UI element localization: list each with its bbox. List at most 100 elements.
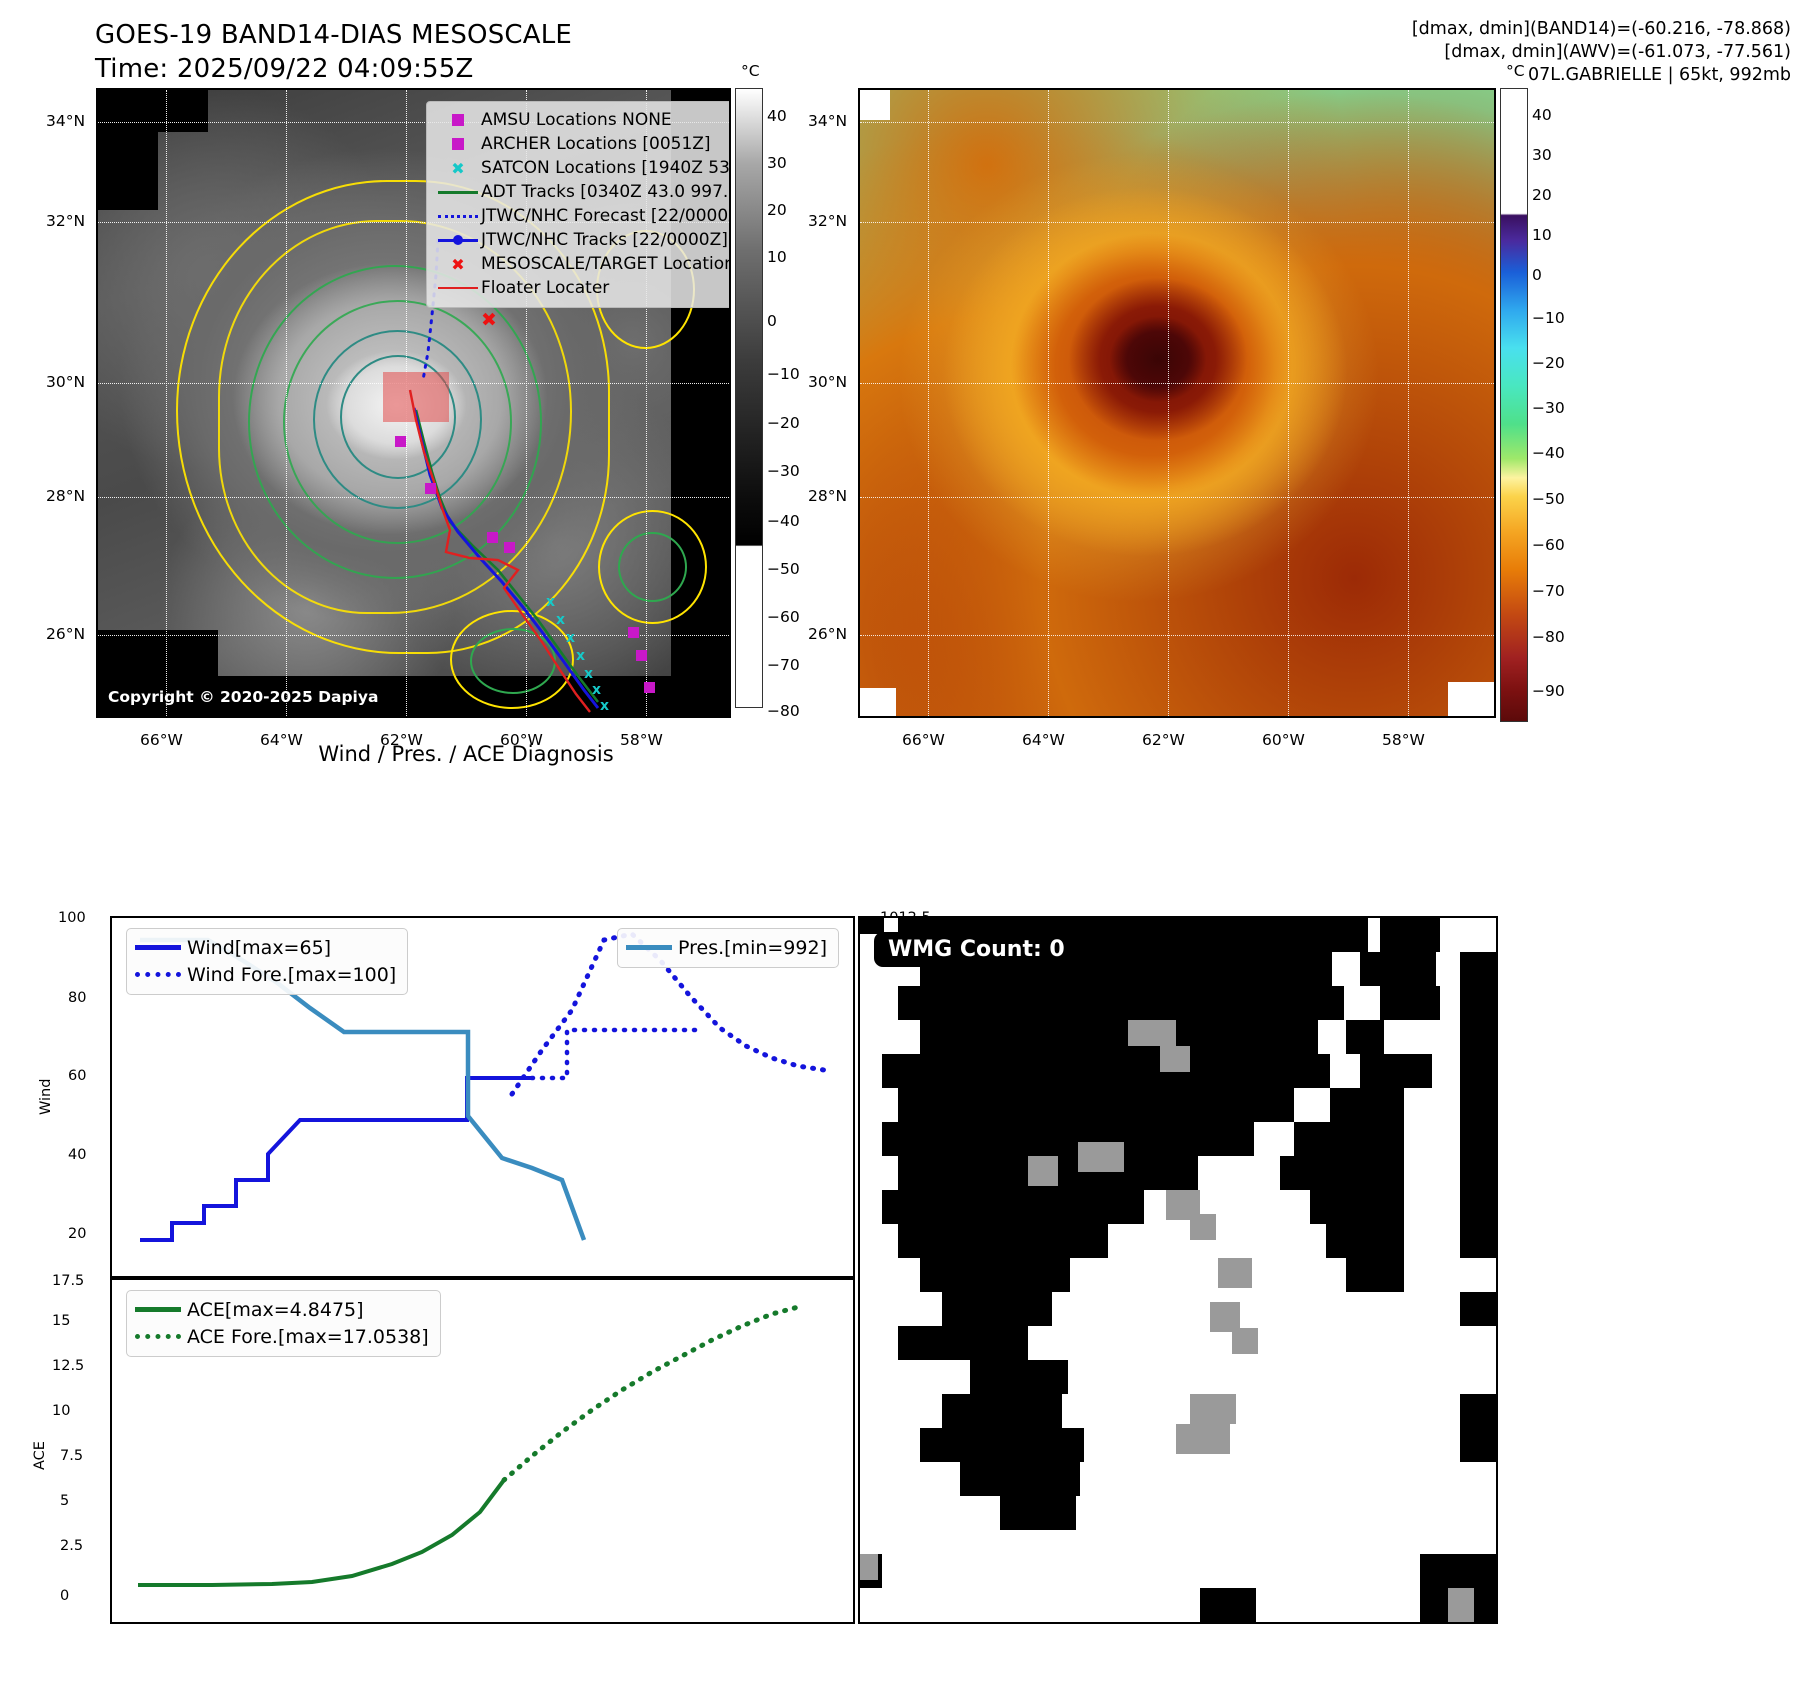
wind-ytick: 100	[58, 910, 86, 926]
colorbar-tick: −50	[767, 560, 800, 578]
colorbar-ir-rainbow: °C 40 30 20 10 0 −10 −20 −30 −40 −50 −60…	[1500, 62, 1580, 730]
colorbar-tick: −50	[1532, 490, 1565, 508]
lat-label: 32°N	[808, 212, 848, 230]
ace-ytick: 17.5	[52, 1273, 85, 1289]
colorbar-tick: −40	[1532, 444, 1565, 462]
ace-legend[interactable]: ACE[max=4.8475] ACE Fore.[max=17.0538]	[126, 1290, 441, 1357]
colorbar-tick: −20	[767, 414, 800, 432]
legend-item-pressure[interactable]: Pres.[min=992]	[626, 934, 827, 961]
svg-text:x: x	[546, 594, 555, 610]
colorbar-tick: −40	[767, 512, 800, 530]
legend-item-ace-forecast[interactable]: ACE Fore.[max=17.0538]	[135, 1323, 429, 1350]
legend-item-amsu[interactable]: AMSU Locations NONE	[435, 108, 729, 132]
mesoscale-target-marker: ✖	[481, 309, 497, 331]
legend-item-archer[interactable]: ARCHER Locations [0051Z]	[435, 132, 729, 156]
wmg-mask-panel[interactable]: WMG Count: 0	[858, 916, 1498, 1624]
colorbar-tick: 10	[767, 248, 787, 266]
legend-item-satcon[interactable]: ✖ SATCON Locations [1940Z 53 997]	[435, 156, 729, 180]
lat-label: 34°N	[808, 112, 848, 130]
legend-label: ARCHER Locations [0051Z]	[481, 134, 711, 154]
archer-location-marker	[504, 542, 515, 553]
colorbar-tick: −60	[1532, 536, 1565, 554]
wind-ytick: 80	[68, 990, 87, 1006]
colorbar-tick: −70	[1532, 582, 1565, 600]
ace-ytick: 7.5	[60, 1448, 84, 1464]
colorbar-tick: −10	[1532, 309, 1565, 327]
lat-label: 26°N	[46, 625, 86, 643]
colorbar-tick: −30	[767, 462, 800, 480]
map-legend[interactable]: AMSU Locations NONE ARCHER Locations [00…	[426, 101, 731, 308]
legend-item-mesoscale-target[interactable]: ✖ MESOSCALE/TARGET Location	[435, 252, 729, 276]
archer-location-marker	[644, 682, 655, 693]
lat-label: 28°N	[46, 487, 86, 505]
wmg-mask-image	[860, 918, 1496, 1622]
lon-label: 62°W	[380, 731, 423, 749]
lon-label: 60°W	[500, 731, 543, 749]
archer-location-marker	[487, 532, 498, 543]
legend-item-jtwc-tracks[interactable]: JTWC/NHC Tracks [22/0000Z]	[435, 228, 729, 252]
colorbar-tick: 10	[1532, 226, 1552, 244]
colorbar-tick: −70	[767, 656, 800, 674]
legend-item-ace[interactable]: ACE[max=4.8475]	[135, 1296, 429, 1323]
lon-label: 66°W	[140, 731, 183, 749]
legend-label: ADT Tracks [0340Z 43.0 997.4]	[481, 182, 731, 202]
colorbar-tick: −80	[767, 702, 800, 720]
lat-label: 34°N	[46, 112, 86, 130]
magenta-square-icon	[435, 114, 481, 126]
lightblue-solid-line-icon	[626, 945, 678, 950]
colorbar-tick: −20	[1532, 354, 1565, 372]
wind-axis-title: Wind	[38, 1078, 54, 1115]
archer-location-marker	[425, 483, 436, 494]
legend-item-wind[interactable]: Wind[max=65]	[135, 934, 396, 961]
colorbar-tick: −60	[767, 608, 800, 626]
colorbar-tick: 40	[1532, 106, 1552, 124]
ir-grayscale-map[interactable]: x x x x x x x ✖ Copyright © 2020-2025 Da…	[96, 88, 731, 718]
lat-label: 30°N	[46, 373, 86, 391]
ace-chart[interactable]: ACE[max=4.8475] ACE Fore.[max=17.0538]	[110, 1278, 855, 1624]
blue-dotted-line-icon	[435, 214, 481, 218]
colorbar-tick: −80	[1532, 628, 1565, 646]
colorbar-tick: −30	[1532, 399, 1565, 417]
pressure-legend[interactable]: Pres.[min=992]	[617, 928, 839, 968]
title-line-time: Time: 2025/09/22 04:09:55Z	[95, 54, 474, 84]
svg-text:x: x	[566, 630, 575, 646]
storm-summary: 07L.GABRIELLE | 65kt, 992mb	[1527, 65, 1791, 85]
colorbar-tick: −90	[1532, 682, 1565, 700]
wind-pressure-chart[interactable]: Wind[max=65] Wind Fore.[max=100] Pres.[m…	[110, 916, 855, 1278]
red-line-icon	[435, 287, 481, 289]
legend-label: ACE[max=4.8475]	[187, 1298, 364, 1321]
lon-label: 62°W	[1142, 731, 1185, 749]
green-solid-line-icon	[135, 1307, 187, 1312]
svg-text:x: x	[584, 666, 593, 682]
legend-item-wind-forecast[interactable]: Wind Fore.[max=100]	[135, 961, 396, 988]
legend-label: Wind[max=65]	[187, 936, 332, 959]
wmg-count-badge: WMG Count: 0	[874, 932, 1079, 967]
ace-ytick: 2.5	[60, 1538, 84, 1554]
legend-label: Wind Fore.[max=100]	[187, 963, 397, 986]
ace-ytick: 12.5	[52, 1358, 85, 1374]
lon-label: 58°W	[620, 731, 663, 749]
legend-item-adt-tracks[interactable]: ADT Tracks [0340Z 43.0 997.4]	[435, 180, 731, 204]
legend-label: JTWC/NHC Forecast [22/0000Z]	[481, 206, 731, 226]
dmax-dmin-awv: [dmax, dmin](AWV)=(-61.073, -77.561)	[1444, 42, 1791, 62]
header-readouts: [dmax, dmin](BAND14)=(-60.216, -78.868) …	[1412, 18, 1791, 87]
ace-ytick: 15	[52, 1313, 71, 1329]
ir-color-map[interactable]	[858, 88, 1496, 718]
page-title: GOES-19 BAND14-DIAS MESOSCALE Time: 2025…	[95, 18, 795, 86]
blue-solid-line-icon	[135, 945, 187, 950]
colorbar-tick: 30	[1532, 146, 1552, 164]
legend-item-jtwc-forecast[interactable]: JTWC/NHC Forecast [22/0000Z]	[435, 204, 731, 228]
ace-axis-title: ACE	[32, 1441, 48, 1470]
title-line-product: GOES-19 BAND14-DIAS MESOSCALE	[95, 20, 573, 50]
wind-legend[interactable]: Wind[max=65] Wind Fore.[max=100]	[126, 928, 409, 995]
ace-ytick: 0	[60, 1588, 70, 1604]
colorbar-tick: 20	[767, 201, 787, 219]
colorbar-tick: 0	[767, 312, 777, 330]
magenta-square-icon	[435, 138, 481, 150]
legend-item-floater-locater[interactable]: Floater Locater	[435, 276, 729, 300]
wind-ytick: 20	[68, 1226, 87, 1242]
legend-label: Floater Locater	[481, 278, 610, 298]
colorbar-tick: 0	[1532, 266, 1542, 284]
lon-label: 64°W	[260, 731, 303, 749]
svg-text:x: x	[592, 682, 601, 698]
